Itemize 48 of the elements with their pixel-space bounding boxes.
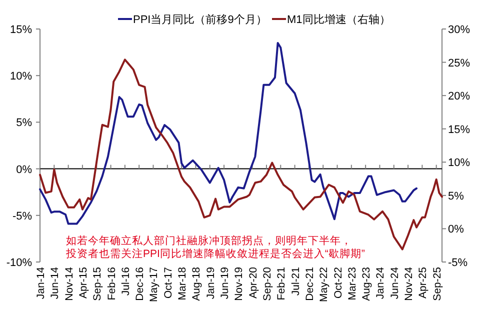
x-tick-label: Dec-21 xyxy=(304,266,316,301)
y-tick-label: 0% xyxy=(16,164,32,176)
x-tick-label: Mar-23 xyxy=(346,266,358,300)
y2-tick-label: 0% xyxy=(448,224,464,236)
x-tick-label: Jun-14 xyxy=(49,266,62,300)
x-tick-label: Jan-24 xyxy=(374,266,387,300)
y-tick-label: 10% xyxy=(10,70,32,83)
x-tick-label: Jul-16 xyxy=(120,266,132,296)
y-tick-label: 15% xyxy=(10,24,32,36)
annotation: 如若今年确立私人部门社融脉冲顶部拐点，则明年下半年， xyxy=(66,234,352,247)
legend-label: PPI当月同比（前移9个月） xyxy=(133,13,267,26)
x-tick-label: Aug-18 xyxy=(190,266,203,301)
y2-tick-label: -5% xyxy=(448,257,468,269)
x-tick-label: Aug-23 xyxy=(360,266,373,301)
annotation: 投资者也需关注PPI同比增速降幅收敛进程是否会进入“歇脚期” xyxy=(65,247,366,260)
y2-tick-label: 25% xyxy=(448,57,470,70)
x-tick-label: Apr-25 xyxy=(417,266,430,299)
y-tick-label: 5% xyxy=(16,117,32,130)
x-tick-label: May-17 xyxy=(148,266,160,302)
line-series xyxy=(39,42,418,225)
y2-tick-label: 5% xyxy=(448,190,464,202)
y2-tick-label: 10% xyxy=(448,157,470,170)
x-tick-label: Feb-16 xyxy=(106,266,118,300)
x-tick-label: Nov-14 xyxy=(63,266,76,301)
x-tick-label: May-22 xyxy=(318,266,330,302)
x-tick-label: Nov-19 xyxy=(233,266,246,301)
x-tick-label: Jun-24 xyxy=(388,266,401,300)
y2-tick-label: 15% xyxy=(448,124,470,136)
x-tick-label: Oct-17 xyxy=(162,266,174,299)
x-tick-label: Jan-14 xyxy=(35,266,47,300)
x-tick-label: Sep-20 xyxy=(261,266,274,301)
x-tick-label: Apr-20 xyxy=(247,266,260,299)
x-tick-label: Feb-21 xyxy=(276,266,288,300)
legend-label: M1同比增速（右轴） xyxy=(287,13,390,26)
y2-tick-label: 20% xyxy=(448,90,470,103)
y-tick-label: -10% xyxy=(6,257,32,269)
y2-tick-label: 30% xyxy=(448,24,470,36)
x-tick-label: Jun-19 xyxy=(219,266,232,300)
x-tick-label: Sep-25 xyxy=(431,266,444,301)
x-tick-label: Jul-21 xyxy=(290,266,302,296)
x-tick-label: Mar-18 xyxy=(176,266,189,300)
x-tick-label: Sep-15 xyxy=(92,266,104,301)
y-tick-label: -5% xyxy=(12,210,32,222)
x-tick-label: Jan-19 xyxy=(204,266,217,300)
x-tick-label: Nov-24 xyxy=(403,266,416,301)
x-tick-label: Oct-22 xyxy=(332,266,344,299)
x-tick-label: Apr-15 xyxy=(77,266,90,299)
x-tick-label: Dec-16 xyxy=(134,266,146,301)
